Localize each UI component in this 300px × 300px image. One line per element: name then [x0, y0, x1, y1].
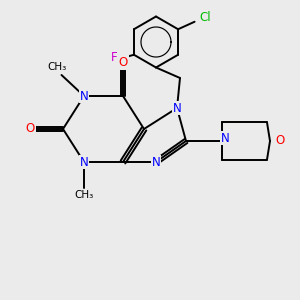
Text: N: N	[220, 131, 230, 145]
Text: O: O	[276, 134, 285, 148]
Text: F: F	[111, 51, 118, 64]
Text: N: N	[152, 155, 160, 169]
Text: N: N	[172, 101, 182, 115]
Text: N: N	[80, 89, 88, 103]
Text: O: O	[118, 56, 127, 69]
Text: N: N	[80, 155, 88, 169]
Text: O: O	[26, 122, 34, 136]
Text: Cl: Cl	[199, 11, 211, 24]
Text: CH₃: CH₃	[47, 62, 67, 73]
Text: CH₃: CH₃	[74, 190, 94, 200]
